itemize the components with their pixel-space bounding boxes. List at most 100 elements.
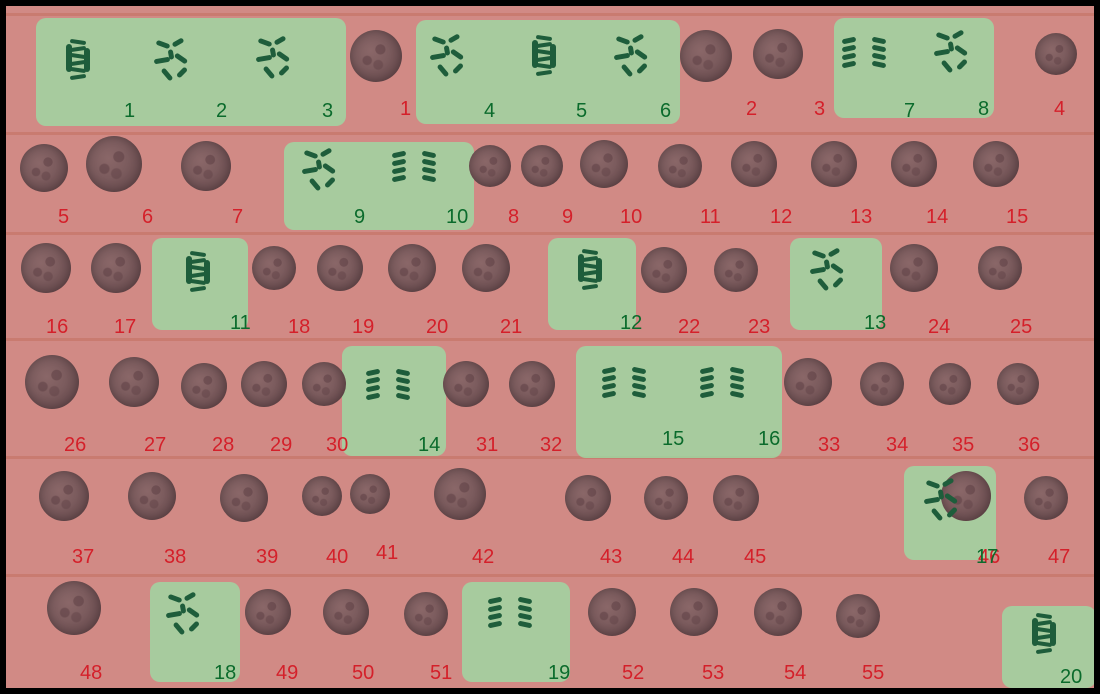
interphase-nucleus bbox=[241, 361, 287, 407]
mitotic-cell bbox=[248, 32, 304, 88]
interphase-label: 21 bbox=[500, 316, 522, 339]
mitotic-cell bbox=[360, 360, 416, 416]
cell-wall bbox=[6, 574, 1094, 577]
interphase-nucleus bbox=[644, 476, 688, 520]
interphase-label: 25 bbox=[1010, 316, 1032, 339]
interphase-nucleus bbox=[973, 141, 1019, 187]
interphase-label: 14 bbox=[926, 206, 948, 229]
cell-wall bbox=[6, 338, 1094, 341]
interphase-nucleus bbox=[350, 474, 390, 514]
interphase-nucleus bbox=[317, 245, 363, 291]
interphase-nucleus bbox=[128, 472, 176, 520]
mitotic-cell bbox=[168, 246, 224, 302]
mitotic-cell bbox=[916, 474, 972, 530]
interphase-label: 18 bbox=[288, 316, 310, 339]
interphase-label: 12 bbox=[770, 206, 792, 229]
interphase-nucleus bbox=[588, 588, 636, 636]
interphase-label: 51 bbox=[430, 662, 452, 685]
interphase-label: 28 bbox=[212, 434, 234, 457]
interphase-nucleus bbox=[47, 581, 101, 635]
interphase-nucleus bbox=[836, 594, 880, 638]
interphase-nucleus bbox=[753, 29, 803, 79]
mitotic-cell bbox=[48, 34, 104, 90]
mitotic-cell bbox=[422, 30, 478, 86]
interphase-nucleus bbox=[21, 243, 71, 293]
interphase-label: 54 bbox=[784, 662, 806, 685]
interphase-nucleus bbox=[509, 361, 555, 407]
mitotic-cell bbox=[596, 358, 652, 414]
interphase-nucleus bbox=[91, 243, 141, 293]
interphase-label: 43 bbox=[600, 546, 622, 569]
interphase-label: 17 bbox=[114, 316, 136, 339]
interphase-nucleus bbox=[220, 474, 268, 522]
interphase-label: 6 bbox=[142, 206, 153, 229]
interphase-label: 22 bbox=[678, 316, 700, 339]
interphase-label: 45 bbox=[744, 546, 766, 569]
interphase-nucleus bbox=[302, 476, 342, 516]
interphase-label: 35 bbox=[952, 434, 974, 457]
interphase-nucleus bbox=[891, 141, 937, 187]
interphase-nucleus bbox=[443, 361, 489, 407]
mitotic-cell bbox=[560, 244, 616, 300]
interphase-label: 49 bbox=[276, 662, 298, 685]
mitotic-cell bbox=[926, 26, 982, 82]
interphase-label: 33 bbox=[818, 434, 840, 457]
cell-wall bbox=[6, 132, 1094, 135]
interphase-nucleus bbox=[731, 141, 777, 187]
interphase-nucleus bbox=[462, 244, 510, 292]
interphase-label: 26 bbox=[64, 434, 86, 457]
interphase-nucleus bbox=[860, 362, 904, 406]
interphase-label: 11 bbox=[700, 206, 721, 229]
interphase-label: 24 bbox=[928, 316, 950, 339]
interphase-nucleus bbox=[521, 145, 563, 187]
interphase-nucleus bbox=[20, 144, 68, 192]
interphase-label: 27 bbox=[144, 434, 166, 457]
interphase-nucleus bbox=[1024, 476, 1068, 520]
interphase-label: 23 bbox=[748, 316, 770, 339]
interphase-label: 16 bbox=[46, 316, 68, 339]
interphase-nucleus bbox=[997, 363, 1039, 405]
interphase-nucleus bbox=[245, 589, 291, 635]
cell-wall bbox=[6, 13, 1094, 16]
interphase-label: 9 bbox=[562, 206, 573, 229]
interphase-label: 40 bbox=[326, 546, 348, 569]
cell-wall bbox=[6, 232, 1094, 235]
mitotic-cell bbox=[514, 30, 570, 86]
interphase-nucleus bbox=[181, 363, 227, 409]
mitotic-cell bbox=[1014, 608, 1070, 664]
interphase-nucleus bbox=[181, 141, 231, 191]
interphase-label: 52 bbox=[622, 662, 644, 685]
interphase-nucleus bbox=[252, 246, 296, 290]
interphase-nucleus bbox=[323, 589, 369, 635]
interphase-label: 37 bbox=[72, 546, 94, 569]
interphase-nucleus bbox=[670, 588, 718, 636]
interphase-label: 47 bbox=[1048, 546, 1070, 569]
mitotic-cell bbox=[294, 144, 350, 200]
mitotic-cell bbox=[836, 28, 892, 84]
interphase-label: 5 bbox=[58, 206, 69, 229]
interphase-nucleus bbox=[680, 30, 732, 82]
interphase-nucleus bbox=[641, 247, 687, 293]
interphase-nucleus bbox=[434, 468, 486, 520]
interphase-label: 50 bbox=[352, 662, 374, 685]
interphase-label: 3 bbox=[814, 98, 825, 121]
interphase-label: 34 bbox=[886, 434, 908, 457]
interphase-nucleus bbox=[302, 362, 346, 406]
interphase-label: 15 bbox=[1006, 206, 1028, 229]
mitotic-cell bbox=[146, 34, 202, 90]
mitotic-cell bbox=[386, 142, 442, 198]
interphase-label: 41 bbox=[376, 542, 398, 565]
mitotic-cell bbox=[606, 30, 662, 86]
interphase-nucleus bbox=[350, 30, 402, 82]
interphase-label: 29 bbox=[270, 434, 292, 457]
interphase-label: 4 bbox=[1054, 98, 1065, 121]
interphase-nucleus bbox=[39, 471, 89, 521]
mitotic-cell bbox=[482, 588, 538, 644]
interphase-label: 7 bbox=[232, 206, 243, 229]
interphase-nucleus bbox=[784, 358, 832, 406]
interphase-label: 2 bbox=[746, 98, 757, 121]
tissue-field: 1234567891011121314151617181920212223242… bbox=[6, 6, 1094, 688]
interphase-label: 38 bbox=[164, 546, 186, 569]
interphase-nucleus bbox=[86, 136, 142, 192]
interphase-label: 13 bbox=[850, 206, 872, 229]
